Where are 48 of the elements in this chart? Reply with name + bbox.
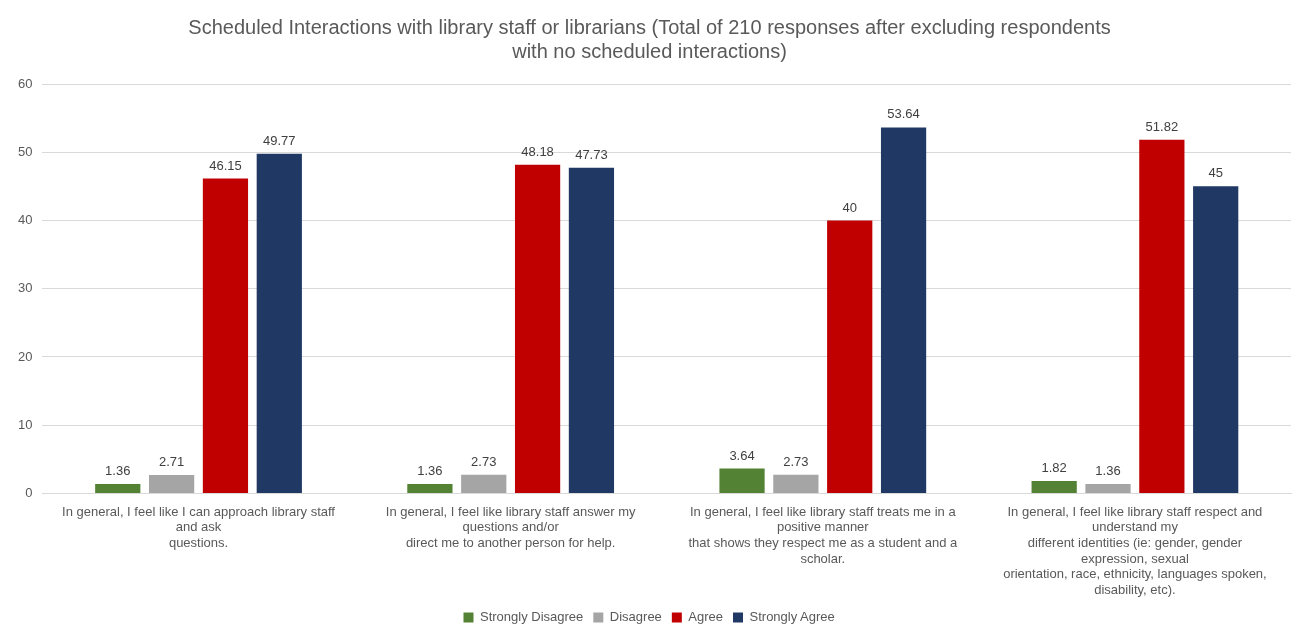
data-label: 1.36: [105, 463, 131, 479]
x-tick-label: In general, I feel like library staff respect and understand my different identities (ie: gender, gender expression, sexual orientation, race, ethnicity, languages spoken, disability, etc).: [1003, 503, 1267, 597]
bar: [148, 474, 195, 493]
bar: [407, 484, 453, 493]
bar: [773, 474, 819, 493]
bar: [202, 178, 249, 493]
data-label: 51.82: [1145, 118, 1179, 134]
y-tick-label: 0: [25, 484, 33, 500]
y-tick-label: 50: [17, 143, 33, 159]
data-label: 53.64: [887, 106, 920, 122]
x-tick-label: In general, I feel like I can approach library staff and ask questions.: [62, 503, 336, 550]
data-label: 49.77: [263, 132, 296, 148]
legend-label: Disagree: [609, 609, 662, 625]
bar: [568, 167, 615, 493]
y-tick-label: 40: [17, 212, 33, 228]
y-tick-label: 60: [17, 75, 33, 91]
bar: [256, 153, 302, 493]
data-label: 40: [842, 199, 857, 215]
y-tick-label: 30: [17, 280, 33, 296]
data-label: 48.18: [521, 143, 554, 159]
bar: [514, 164, 561, 493]
data-label: 1.36: [1095, 463, 1121, 479]
legend-label: Strongly Agree: [749, 609, 835, 625]
x-tick-label: In general, I feel like library staff treats me in a positive manner that shows they respect me as a student and a scholar.: [688, 503, 958, 566]
legend-label: Strongly Disagree: [479, 609, 584, 625]
bar: [1193, 186, 1239, 493]
data-label: 47.73: [575, 146, 608, 162]
legend-label: Agree: [688, 609, 724, 625]
data-label: 46.15: [209, 157, 242, 173]
bar: [461, 474, 507, 493]
bar: [1031, 480, 1077, 493]
bar: [880, 127, 927, 493]
bar: [1139, 139, 1185, 493]
data-label: 2.73: [471, 453, 497, 469]
y-tick-label: 20: [17, 348, 33, 364]
bar: [719, 468, 765, 493]
data-label: 45: [1208, 165, 1223, 181]
y-tick-label: 10: [17, 416, 33, 432]
bar: [95, 484, 141, 493]
bar: [1085, 484, 1131, 493]
data-label: 2.73: [783, 453, 809, 469]
data-label: 2.71: [158, 453, 185, 469]
data-label: 1.36: [417, 463, 443, 479]
chart-title: Scheduled Interactions with library staff or librarians (Total of 210 responses after excluding respondents with no scheduled interactions): [188, 15, 1111, 62]
data-label: 3.64: [729, 447, 755, 463]
x-tick-label: In general, I feel like library staff answer my questions and/or direct me to another person for help.: [385, 503, 637, 550]
bar: [827, 220, 873, 493]
data-label: 1.82: [1041, 460, 1067, 476]
